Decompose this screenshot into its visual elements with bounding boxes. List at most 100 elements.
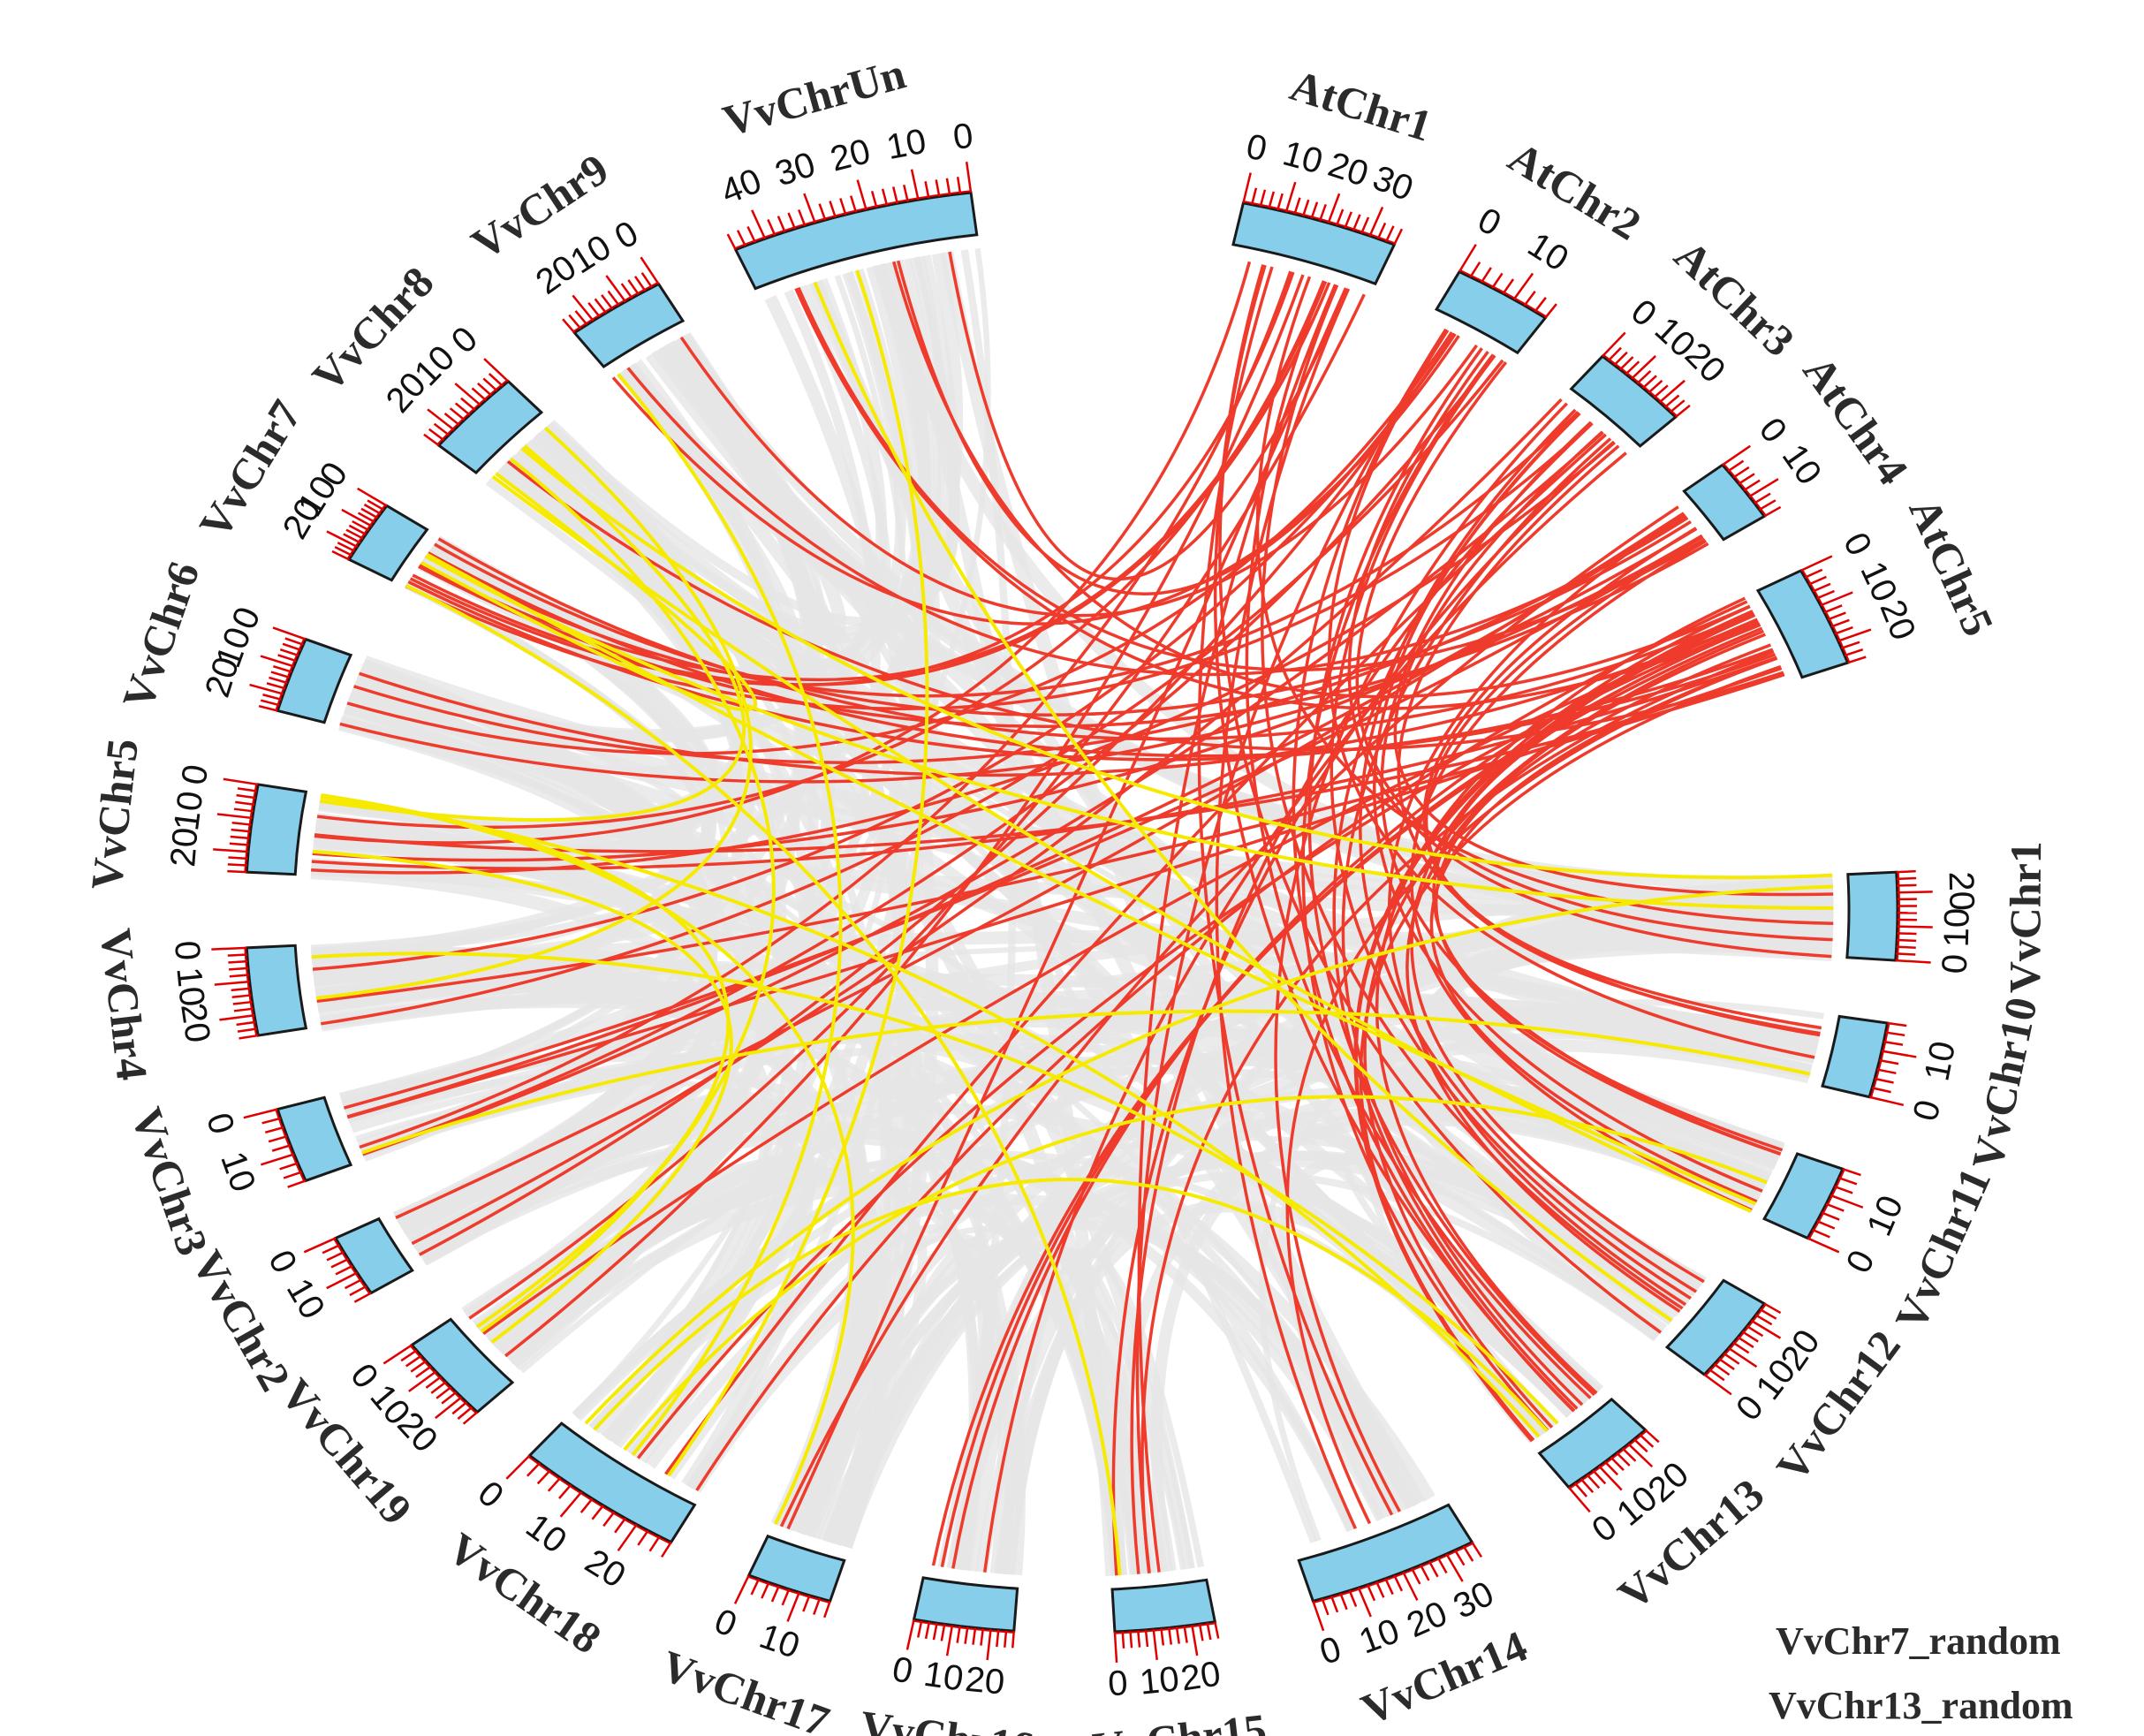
major-tick: [1512, 272, 1534, 300]
major-tick: [1242, 172, 1252, 204]
minor-tick: [850, 195, 858, 213]
minor-tick: [457, 1406, 473, 1420]
minor-tick: [787, 212, 797, 230]
minor-tick: [637, 1529, 649, 1546]
gray-link: [348, 1043, 723, 1266]
minor-tick: [1167, 1627, 1173, 1645]
minor-tick: [454, 402, 471, 416]
minor-tick: [802, 1595, 811, 1612]
minor-tick: [1301, 199, 1310, 217]
minor-tick: [1847, 656, 1867, 664]
minor-tick: [1887, 1021, 1907, 1027]
gray-link: [422, 261, 932, 680]
minor-tick: [767, 218, 777, 236]
minor-tick: [236, 1020, 256, 1027]
gray-link: [311, 684, 693, 959]
tick-axis: [747, 1575, 830, 1604]
major-tick: [243, 1108, 278, 1119]
tick-axis: [1870, 1023, 1890, 1098]
chromosome-label: VvChr5: [81, 736, 148, 892]
minor-tick: [935, 179, 941, 197]
minor-tick: [277, 654, 297, 663]
minor-tick: [770, 1585, 780, 1603]
minor-tick: [322, 1244, 341, 1255]
major-tick: [214, 980, 250, 986]
minor-tick: [1214, 1621, 1220, 1639]
major-tick: [326, 530, 359, 549]
chromosome-label: VvChr11: [1885, 1161, 2000, 1338]
chromosome-label: VvChr16: [858, 1701, 1037, 1736]
major-tick: [213, 848, 249, 853]
red-link: [1422, 527, 1821, 1035]
major-tick: [1820, 591, 1853, 607]
minor-tick: [1428, 1560, 1439, 1578]
minor-tick: [1375, 1581, 1385, 1598]
tick-label: 0: [609, 214, 645, 257]
major-tick: [326, 1271, 358, 1290]
minor-tick: [1896, 945, 1916, 949]
chromosome-label: VvChr17: [655, 1641, 836, 1736]
chromosome-label: VvChr4: [91, 926, 157, 1082]
minor-tick: [1708, 1368, 1725, 1382]
tick-label: 40: [716, 161, 767, 211]
red-link: [1359, 408, 1697, 1293]
minor-tick: [587, 301, 601, 318]
gray-link: [393, 1081, 1694, 1304]
minor-tick: [415, 1365, 432, 1378]
chromosome-band: [746, 1534, 846, 1603]
red-link: [320, 359, 1504, 1026]
minor-tick: [1454, 1549, 1466, 1566]
minor-tick: [1737, 1336, 1754, 1348]
minor-tick: [1876, 1068, 1897, 1075]
yellow-link: [321, 793, 731, 1329]
minor-tick: [568, 314, 582, 330]
minor-tick: [1653, 384, 1669, 398]
minor-tick: [443, 413, 460, 426]
chromosome-band: [1537, 1397, 1648, 1490]
chromosome-band: [1761, 1152, 1845, 1240]
minor-tick: [1636, 369, 1652, 384]
gray-link: [764, 294, 939, 1544]
tick-label: 0: [1107, 1664, 1129, 1703]
minor-tick: [231, 828, 251, 833]
tick-axis: [244, 947, 258, 1036]
minor-tick: [231, 822, 252, 826]
minor-tick: [1871, 1087, 1891, 1094]
minor-tick: [761, 1581, 770, 1599]
minor-tick: [335, 1264, 353, 1276]
major-tick: [1113, 1631, 1118, 1664]
red-link: [419, 332, 1456, 1256]
minor-tick: [1469, 262, 1481, 278]
major-tick: [640, 256, 660, 285]
minor-tick: [1586, 1474, 1601, 1490]
tick-label: 10: [1138, 1660, 1181, 1702]
minor-tick: [1385, 225, 1395, 243]
minor-tick: [1129, 1630, 1133, 1649]
minor-tick: [1573, 1482, 1588, 1497]
tick-axis: [1723, 463, 1767, 517]
minor-tick: [1754, 1314, 1773, 1326]
minor-tick: [558, 1483, 572, 1499]
chromosome-band: [276, 1095, 353, 1183]
minor-tick: [349, 1285, 367, 1297]
major-tick: [986, 1629, 992, 1661]
chromosome-band: [1821, 1014, 1890, 1099]
minor-tick: [1393, 228, 1404, 246]
tick-label: 20: [1323, 145, 1373, 194]
tick-label: 10: [1917, 1038, 1963, 1084]
tick-label: 0: [174, 762, 216, 788]
tick-label: 0: [951, 117, 975, 157]
minor-tick: [1885, 1031, 1905, 1037]
red-link: [797, 286, 1706, 672]
minor-tick: [870, 190, 878, 208]
minor-tick: [633, 276, 647, 292]
minor-tick: [330, 1257, 349, 1269]
major-tick: [1703, 1373, 1732, 1396]
minor-tick: [1621, 1447, 1637, 1462]
yellow-synteny-links: [311, 269, 1834, 1576]
minor-tick: [1619, 356, 1634, 371]
red-link: [419, 280, 1328, 682]
tick-label: 20: [163, 826, 205, 868]
minor-tick: [460, 397, 476, 412]
